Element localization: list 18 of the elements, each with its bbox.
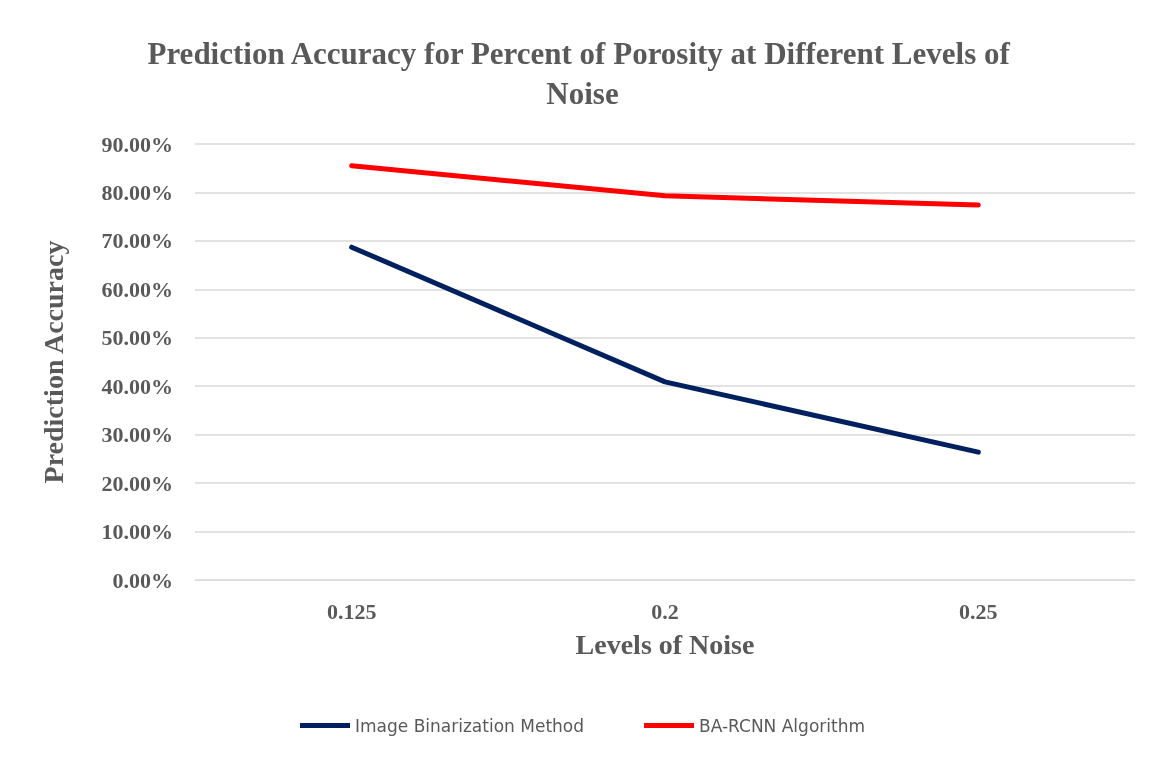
legend-label: Image Binarization Method — [355, 715, 585, 736]
y-tick-label: 0.00% — [112, 567, 173, 593]
chart-title: Prediction Accuracy for Percent of Porosity at Different Levels of Noise — [147, 35, 1018, 111]
y-tick-label: 60.00% — [101, 276, 173, 302]
y-tick-label: 80.00% — [101, 179, 173, 205]
legend-label: BA-RCNN Algorithm — [699, 715, 865, 736]
x-tick-label: 0.2 — [651, 598, 679, 624]
y-tick-label: 50.00% — [101, 325, 173, 351]
y-tick-label: 40.00% — [101, 373, 173, 399]
y-tick-label: 30.00% — [101, 422, 173, 448]
x-tick-label: 0.25 — [959, 598, 998, 624]
y-tick-label: 20.00% — [101, 470, 173, 496]
y-tick-label: 10.00% — [101, 519, 173, 545]
x-axis-title: Levels of Noise — [575, 628, 755, 660]
y-tick-label: 90.00% — [101, 131, 173, 157]
y-axis-title: Prediction Accuracy — [37, 240, 69, 484]
x-tick-label: 0.125 — [326, 598, 377, 624]
y-tick-label: 70.00% — [101, 228, 173, 254]
